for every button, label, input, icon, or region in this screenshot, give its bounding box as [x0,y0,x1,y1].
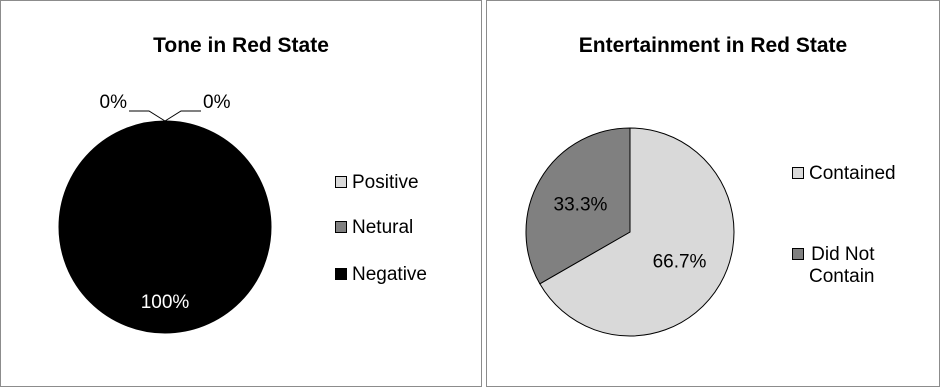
legend-label-did-not-contain: Did Not Contain [809,244,875,287]
legend-item-negative: Negative [335,264,427,286]
legend-item-positive: Positive [335,172,419,194]
pie-chart-tone: 0% 0% 100% [58,92,272,334]
legend-swatch-negative [335,268,347,280]
leader-line-netural [164,110,201,122]
legend-swatch-netural [335,221,347,233]
data-label-contained: 66.7% [653,252,707,273]
legend-label-netural: Netural [352,217,414,238]
chart-title: Entertainment in Red State [578,34,848,57]
legend-item-did-not-contain: Did Not Contain [792,244,875,288]
legend-swatch-contained [792,167,804,179]
legend-item-contained: Contained [792,163,896,185]
data-label-netural: 0% [203,92,231,113]
legend-label-positive: Positive [352,172,419,193]
pie-slice-did-not-contain [525,127,631,285]
pie-chart-entertainment: 66.7% 33.3% [525,127,735,337]
legend-swatch-did-not-contain [792,248,804,260]
chart-panel-tone: Tone in Red State 0% 0% 100% Positive Netu… [0,0,482,387]
data-label-did-not-contain: 33.3% [554,194,608,215]
leader-line-positive [129,110,166,122]
pie-slice-contained [539,127,735,337]
legend-label-negative: Negative [352,264,427,285]
legend-swatch-positive [335,176,347,188]
chart-title: Tone in Red State [153,34,329,57]
data-label-positive: 0% [100,92,128,113]
legend-label-contained: Contained [809,163,896,184]
data-label-negative: 100% [141,292,190,313]
chart-panel-entertainment: Entertainment in Red State 66.7% 33.3% Co… [486,0,940,387]
legend-item-netural: Netural [335,217,413,239]
